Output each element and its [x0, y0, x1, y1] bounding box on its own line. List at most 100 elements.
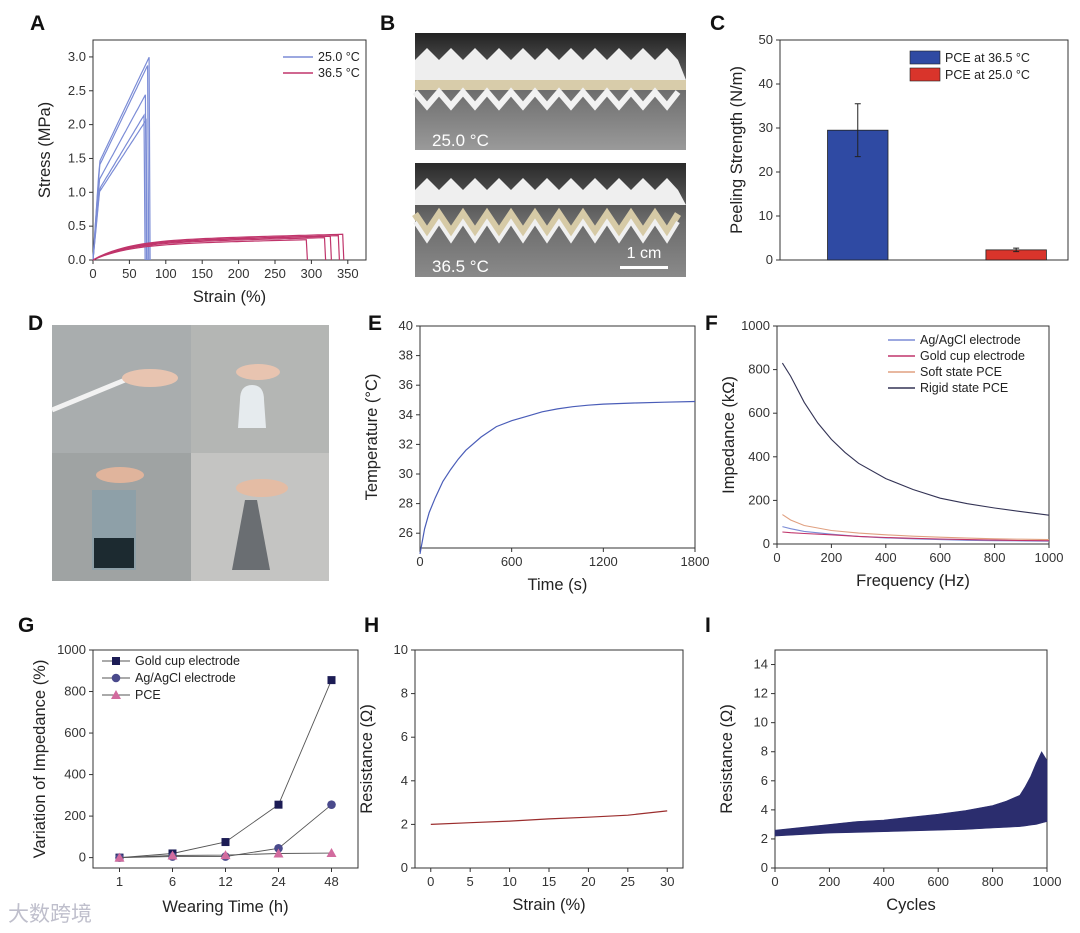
chart-e-ytick-label: 28: [399, 496, 413, 511]
panel-b-letter: B: [380, 12, 395, 35]
chart-e-plot-frame: [419, 325, 696, 549]
chart-g-ytick-label: 0: [79, 850, 86, 865]
chart-g-xtick-label: 48: [324, 874, 338, 889]
chart-g-legend-label: Ag/AgCl electrode: [135, 671, 236, 685]
chart-h-xtick-label: 10: [502, 874, 516, 889]
chart-f-line-4: [781, 362, 1050, 516]
chart-g-point: [327, 800, 336, 809]
chart-i-ytick-label: 4: [761, 802, 768, 817]
chart-c-ytick-label: 40: [759, 76, 773, 91]
chart-a-legend-label: 36.5 °C: [318, 66, 360, 80]
chart-c-ytick-label: 50: [759, 32, 773, 47]
chart-g-ylabel: Variation of Impedance (%): [31, 660, 49, 859]
chart-a-xtick-label: 50: [122, 266, 136, 281]
chart-g-xlabel: Wearing Time (h): [162, 898, 288, 916]
chart-f-plot-frame: [776, 325, 1050, 545]
chart-h-xtick-label: 0: [427, 874, 434, 889]
chart-g-point: [167, 850, 178, 860]
panel-i-letter: I: [705, 614, 711, 637]
chart-a-xtick-label: 200: [228, 266, 250, 281]
panel-f-chart: F 0 200 400 600 800 1000 0 200 400 600 800 1000 Freq…: [705, 312, 1064, 590]
chart-a-legend-label: 25.0 °C: [318, 50, 360, 64]
chart-c-legend-label: PCE at 36.5 °C: [945, 51, 1030, 65]
chart-g-point: [221, 838, 230, 847]
chart-f-legend-label: Soft state PCE: [920, 365, 1002, 379]
chart-a-ytick-label: 1.0: [68, 184, 86, 199]
chart-a-curve-36c-5: [92, 234, 340, 261]
chart-a-ytick-label: 0.5: [68, 218, 86, 233]
chart-a-ytick-label: 0.0: [68, 252, 86, 267]
panel-e-letter: E: [368, 312, 382, 335]
chart-e-ytick-label: 36: [399, 377, 413, 392]
chart-c-errorbar-2: [1013, 247, 1020, 253]
chart-i-ytick-label: 8: [761, 744, 768, 759]
chart-g-ytick-label: 1000: [57, 642, 86, 657]
chart-g-point: [220, 850, 231, 860]
panel-d-photo: D: [0, 300, 340, 590]
chart-c-ytick-label: 30: [759, 120, 773, 135]
panel-g-letter: G: [18, 614, 34, 637]
chart-g-legend-marker: [111, 673, 121, 683]
chart-f-ytick-label: 200: [748, 492, 770, 507]
chart-a-xtick-label: 150: [191, 266, 213, 281]
chart-c-legend-swatch: [909, 67, 941, 82]
chart-i-ytick-label: 10: [754, 715, 768, 730]
chart-e-xtick-label: 1800: [681, 554, 710, 569]
chart-e-line: [419, 400, 696, 555]
chart-g-point: [274, 843, 283, 853]
photo-b-top-label: 25.0 °C: [432, 131, 489, 150]
chart-f-xtick-label: 600: [929, 550, 951, 565]
chart-c-plot-frame: [779, 39, 1069, 261]
chart-c-ytick-label: 0: [766, 252, 773, 267]
chart-f-ytick-label: 1000: [741, 318, 770, 333]
chart-a-xtick-label: 300: [301, 266, 323, 281]
chart-g-point: [326, 848, 337, 858]
chart-h-xtick-label: 20: [581, 874, 595, 889]
chart-f-ytick-label: 800: [748, 362, 770, 377]
chart-f-legend-label: Gold cup electrode: [920, 349, 1025, 363]
chart-a-curve-36c-2: [92, 237, 327, 261]
chart-h-ytick-label: 0: [401, 860, 408, 875]
chart-h-plot-frame: [414, 649, 684, 869]
chart-i-xtick-label: 0: [771, 874, 778, 889]
panel-f-letter: F: [705, 312, 718, 335]
chart-f-legend-label: Ag/AgCl electrode: [920, 333, 1021, 347]
chart-i-ytick-label: 12: [754, 686, 768, 701]
chart-i-ytick-label: 2: [761, 831, 768, 846]
chart-h-xtick-label: 30: [660, 874, 674, 889]
chart-g-legend-marker: [111, 690, 121, 699]
chart-h-ytick-label: 6: [401, 729, 408, 744]
chart-c-legend-label: PCE at 25.0 °C: [945, 68, 1030, 82]
panel-d-letter: D: [28, 312, 43, 335]
panel-g-chart: G 1 6 12 24 48 0 200 400 600 800 1000 Wearing Time …: [18, 614, 359, 916]
chart-i-ytick-label: 6: [761, 773, 768, 788]
chart-g-xtick-label: 12: [218, 874, 232, 889]
chart-c-ytick-label: 20: [759, 164, 773, 179]
chart-f-xlabel: Frequency (Hz): [856, 572, 970, 590]
chart-f-legend-label: Rigid state PCE: [920, 381, 1008, 395]
chart-a-xtick-label: 100: [155, 266, 177, 281]
chart-a-plot-frame: [92, 39, 367, 261]
chart-e-ylabel: Temperature (°C): [363, 374, 381, 501]
chart-i-xlabel: Cycles: [886, 896, 936, 914]
chart-g-point: [274, 800, 283, 809]
chart-h-line: [430, 810, 668, 825]
chart-i-band: [774, 751, 1048, 837]
chart-h-ylabel: Resistance (Ω): [360, 704, 376, 814]
chart-g-ytick-label: 800: [64, 684, 86, 699]
chart-e-ytick-label: 32: [399, 436, 413, 451]
chart-f-xtick-label: 1000: [1035, 550, 1064, 565]
chart-a-xlabel: Strain (%): [193, 288, 266, 306]
watermark-text: 大数跨境: [8, 902, 92, 926]
chart-c-errorbar-1: [854, 103, 861, 158]
chart-a-curve-25c-3: [92, 94, 148, 261]
chart-a-curve-25c-2: [92, 65, 150, 261]
chart-g-legend-marker: [112, 657, 120, 665]
chart-a-curve-36c-1: [92, 239, 308, 261]
chart-g-xtick-label: 6: [169, 874, 176, 889]
photo-b-scale-label: 1 cm: [627, 245, 662, 262]
chart-h-ytick-label: 4: [401, 773, 408, 788]
chart-h-ytick-label: 8: [401, 686, 408, 701]
chart-f-xtick-label: 800: [984, 550, 1006, 565]
panel-i-chart: I 0 200 400 600 800 1000 0 2 4 6 8 10 12 14 Cycles Resi…: [705, 614, 1061, 914]
